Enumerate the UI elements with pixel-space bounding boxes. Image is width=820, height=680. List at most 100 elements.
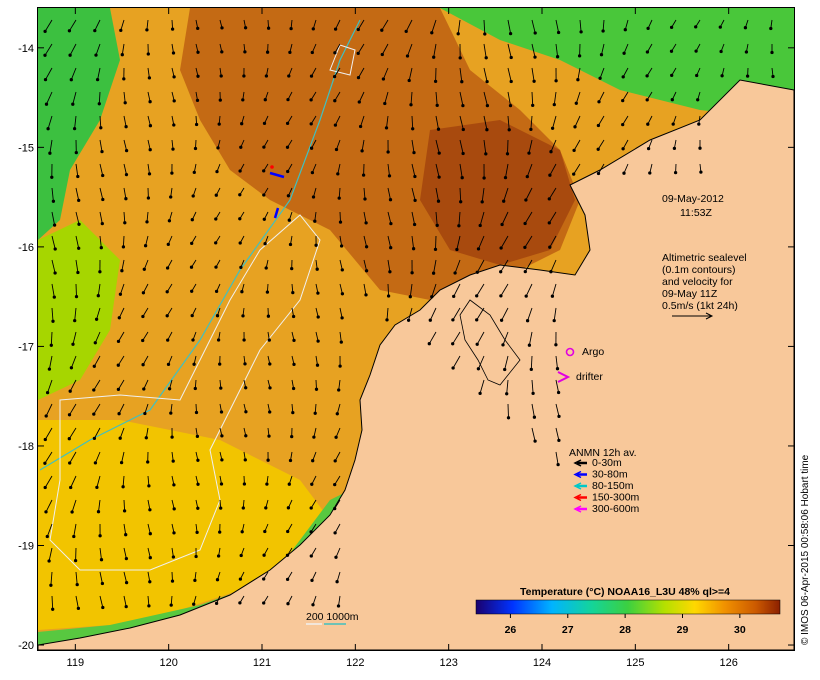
velocity-vector-head [480,200,484,204]
anmn-legend-label: 80-150m [592,480,634,492]
velocity-vector [531,403,535,418]
velocity-vector [601,43,605,55]
velocity-vector-head [576,78,580,82]
velocity-vector-head [220,26,224,30]
velocity-vector [146,211,149,222]
velocity-vector [555,355,558,369]
velocity-vector-head [143,244,148,248]
velocity-vector [431,19,437,33]
velocity-vector [598,163,605,174]
velocity-vector-head [262,121,267,126]
velocity-vector-head [101,173,105,178]
colorbar-tick-label: 27 [562,624,574,636]
velocity-vector-head [285,553,290,557]
velocity-vector [435,139,440,154]
velocity-vector [483,139,487,154]
velocity-vector-head [117,412,121,416]
velocity-vector-head [313,219,317,223]
velocity-vector-head [290,266,294,271]
velocity-vector [358,67,365,78]
velocity-vector-head [45,390,50,395]
anmn-legend-label: 300-600m [592,503,640,515]
velocity-vector-head [172,75,176,79]
velocity-vector [573,163,581,175]
velocity-vector-head [71,102,75,106]
velocity-vector [503,187,509,202]
velocity-vector [622,91,629,101]
velocity-vector-head [118,292,123,296]
velocity-vector [579,19,582,32]
velocity-vector-head [356,75,361,80]
velocity-vector-head [719,49,723,54]
velocity-vector-head [314,387,319,391]
velocity-vector-head [430,31,434,35]
velocity-vector [144,403,149,414]
velocity-vector-head [459,200,463,204]
velocity-vector-head [670,98,674,102]
velocity-vector [69,379,77,392]
velocity-vector-head [456,32,460,36]
velocity-vector-head [315,363,320,367]
velocity-vector-head [68,389,72,393]
velocity-vector-head [310,482,314,486]
velocity-vector [69,43,77,56]
velocity-vector [382,67,389,80]
velocity-vector [334,91,341,101]
velocity-vector-head [239,265,243,270]
velocity-vector-head [313,411,317,415]
velocity-vector [435,163,440,178]
velocity-vector-head [263,529,267,534]
velocity-vector-head [285,145,290,149]
velocity-vector-head [357,100,361,104]
velocity-vector-head [550,126,555,130]
velocity-vector [550,139,557,152]
velocity-vector [479,211,485,226]
drifter-label: drifter [576,371,603,383]
velocity-vector [69,403,77,416]
velocity-vector-head [262,577,266,581]
velocity-vector [334,475,341,485]
velocity-vector [575,91,581,104]
velocity-vector [431,283,437,297]
velocity-vector-head [147,76,152,80]
velocity-vector-head [311,603,315,607]
velocity-vector [507,139,509,154]
velocity-vector-head [121,485,125,489]
velocity-vector-head [503,175,508,180]
velocity-vector-head [190,241,194,246]
velocity-vector-head [340,316,344,320]
velocity-vector-head [218,530,222,534]
colorbar-tick-label: 30 [734,624,746,636]
velocity-vector-head [194,122,199,127]
velocity-vector-head [381,77,386,81]
bathymetry-legend: 200 1000m [306,611,359,625]
velocity-vector [94,451,101,464]
velocity-vector-head [142,387,146,391]
velocity-vector-head [141,363,145,367]
velocity-vector-head [145,28,149,32]
velocity-vector-head [671,122,675,126]
velocity-vector-head [458,56,462,60]
velocity-vector [483,115,488,130]
velocity-vector-head [243,458,247,462]
velocity-vector-head [405,54,410,58]
velocity-vector-head [475,294,479,298]
velocity-vector [142,331,149,341]
velocity-vector-head [241,506,245,510]
velocity-vector-head [476,367,481,371]
velocity-vector [531,91,534,106]
velocity-vector-head [76,606,81,611]
velocity-vector-head [192,362,196,366]
velocity-vector [459,139,464,154]
velocity-vector-head [508,103,513,108]
velocity-vector [93,379,101,391]
velocity-vector-head [309,74,314,78]
velocity-vector-head [214,241,218,245]
velocity-vector-head [334,147,339,152]
velocity-vector [531,19,536,34]
velocity-vector-head [217,122,221,126]
velocity-vector-head [312,435,316,439]
velocity-vector [147,523,151,534]
velocity-vector-head [771,74,775,79]
velocity-vector [118,331,125,342]
